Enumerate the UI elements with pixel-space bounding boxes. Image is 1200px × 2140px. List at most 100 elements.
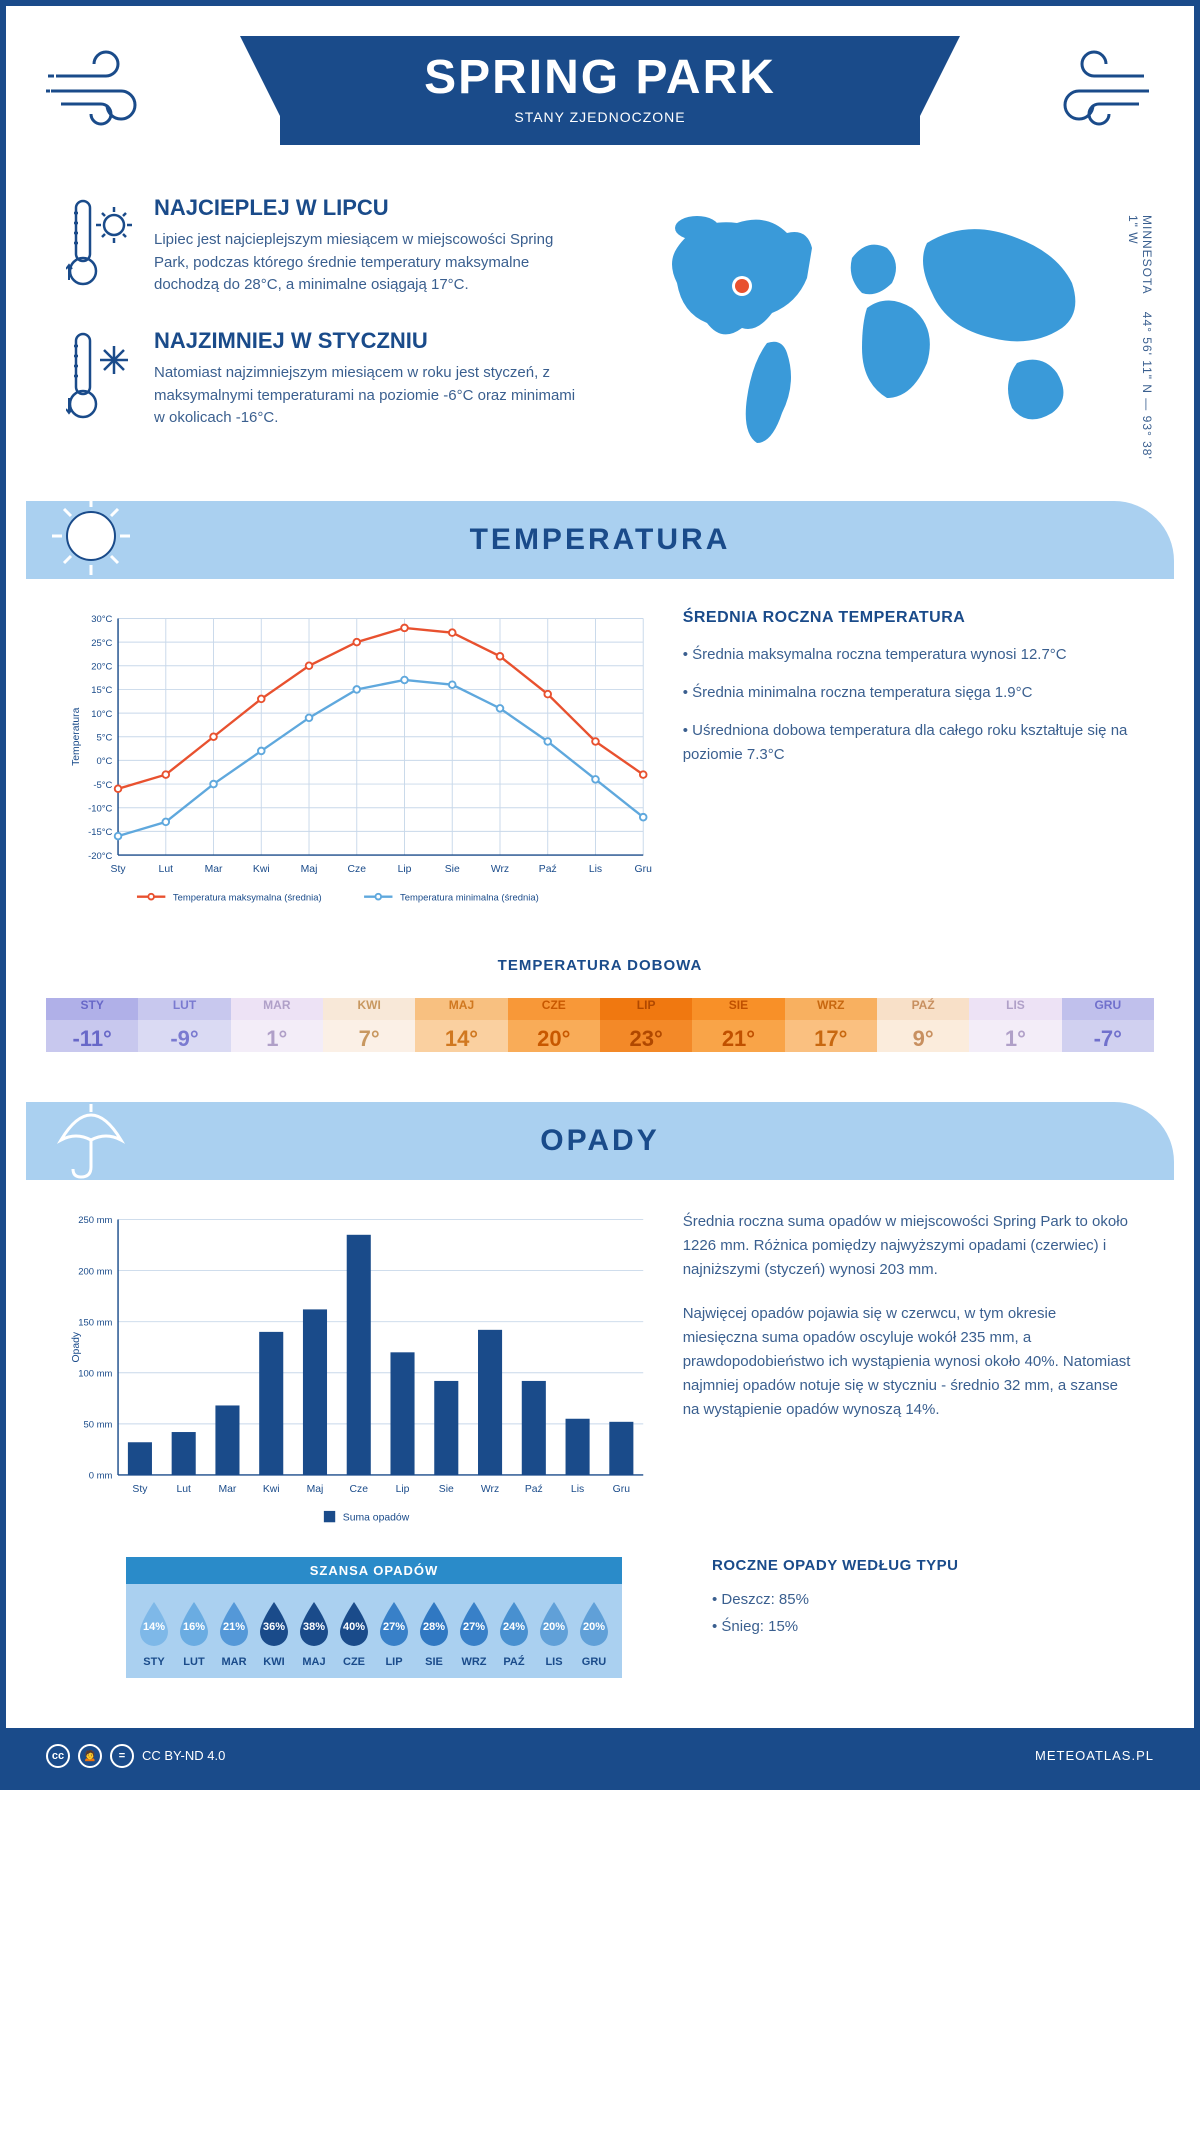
annual-b2: • Średnia minimalna roczna temperatura s… [683, 681, 1134, 705]
cold-title: NAJZIMNIEJ W STYCZNIU [154, 328, 580, 354]
footer: cc 🙍 = CC BY-ND 4.0 METEOATLAS.PL [6, 1728, 1194, 1784]
daily-temp-title: TEMPERATURA DOBOWA [6, 957, 1194, 974]
raindrop-icon: 21% [214, 1600, 254, 1650]
svg-text:Sie: Sie [439, 1484, 454, 1495]
precipitation-info: Średnia roczna suma opadów w miejscowośc… [683, 1210, 1134, 1537]
svg-text:Kwi: Kwi [263, 1484, 280, 1495]
svg-text:30°C: 30°C [91, 614, 112, 625]
svg-text:Cze: Cze [348, 864, 367, 875]
annual-b3: • Uśredniona dobowa temperatura dla całe… [683, 719, 1134, 767]
svg-text:100 mm: 100 mm [78, 1368, 112, 1379]
cold-text: Natomiast najzimniejszym miesiącem w rok… [154, 362, 580, 430]
svg-text:Paź: Paź [525, 1484, 543, 1495]
daily-temp-cell: LUT -9° [138, 988, 230, 1062]
daily-temp-cell: LIS 1° [969, 988, 1061, 1062]
svg-text:-10°C: -10°C [88, 804, 112, 815]
svg-text:Opady: Opady [71, 1331, 82, 1362]
svg-text:Kwi: Kwi [253, 864, 270, 875]
chance-cell: 20% LIS [534, 1600, 574, 1668]
svg-text:20°C: 20°C [91, 662, 112, 673]
type-rain: • Deszcz: 85% [712, 1586, 1074, 1613]
coordinates: MINNESOTA 44° 56' 11" N — 93° 38' 1" W [1126, 215, 1154, 461]
world-map: MINNESOTA 44° 56' 11" N — 93° 38' 1" W [620, 195, 1134, 461]
svg-text:Maj: Maj [301, 864, 318, 875]
svg-text:Temperatura: Temperatura [71, 707, 82, 766]
svg-text:5°C: 5°C [96, 733, 112, 744]
svg-text:-5°C: -5°C [93, 780, 112, 791]
chance-cell: 24% PAŹ [494, 1600, 534, 1668]
svg-text:150 mm: 150 mm [78, 1317, 112, 1328]
daily-temp-cell: SIE 21° [692, 988, 784, 1062]
hot-text: Lipiec jest najcieplejszym miesiącem w m… [154, 229, 580, 297]
svg-text:Wrz: Wrz [491, 864, 509, 875]
annual-b1: • Średnia maksymalna roczna temperatura … [683, 643, 1134, 667]
svg-text:250 mm: 250 mm [78, 1215, 112, 1226]
annual-temp-info: ŚREDNIA ROCZNA TEMPERATURA • Średnia mak… [683, 609, 1134, 917]
precip-p1: Średnia roczna suma opadów w miejscowośc… [683, 1210, 1134, 1282]
daily-temp-cell: PAŹ 9° [877, 988, 969, 1062]
raindrop-icon: 24% [494, 1600, 534, 1650]
chance-cell: 20% GRU [574, 1600, 614, 1668]
precip-p2: Najwięcej opadów pojawia się w czerwcu, … [683, 1302, 1134, 1422]
license: cc 🙍 = CC BY-ND 4.0 [46, 1744, 225, 1768]
daily-temp-cell: WRZ 17° [785, 988, 877, 1062]
svg-text:Paź: Paź [539, 864, 557, 875]
svg-text:Sty: Sty [111, 864, 127, 875]
location-title: SPRING PARK [310, 50, 890, 105]
raindrop-icon: 38% [294, 1600, 334, 1650]
chance-cell: 36% KWI [254, 1600, 294, 1668]
svg-text:Temperatura minimalna (średnia: Temperatura minimalna (średnia) [400, 892, 539, 903]
raindrop-icon: 28% [414, 1600, 454, 1650]
chance-cell: 28% SIE [414, 1600, 454, 1668]
header: SPRING PARK STANY ZJEDNOCZONE [6, 6, 1194, 165]
raindrop-icon: 14% [134, 1600, 174, 1650]
temperature-title: TEMPERATURA [470, 523, 731, 556]
wind-icon-left [46, 46, 156, 126]
chance-cell: 27% WRZ [454, 1600, 494, 1668]
raindrop-icon: 40% [334, 1600, 374, 1650]
svg-text:Sie: Sie [445, 864, 460, 875]
svg-text:0°C: 0°C [96, 756, 112, 767]
location-subtitle: STANY ZJEDNOCZONE [310, 109, 890, 125]
svg-text:Suma opadów: Suma opadów [343, 1512, 410, 1523]
chance-cell: 40% CZE [334, 1600, 374, 1668]
chance-cell: 38% MAJ [294, 1600, 334, 1668]
daily-temp-cell: CZE 20° [508, 988, 600, 1062]
precipitation-section-header: OPADY [26, 1102, 1174, 1180]
thermometer-cold-icon [66, 328, 136, 433]
daily-temp-table: STY -11° LUT -9° MAR 1° KWI 7° MAJ 14° C… [46, 988, 1154, 1062]
svg-text:Maj: Maj [307, 1484, 324, 1495]
hot-title: NAJCIEPLEJ W LIPCU [154, 195, 580, 221]
svg-text:Lis: Lis [589, 864, 602, 875]
wind-icon-right [1044, 46, 1154, 126]
raindrop-icon: 27% [454, 1600, 494, 1650]
chance-cell: 16% LUT [174, 1600, 214, 1668]
chance-cell: 21% MAR [214, 1600, 254, 1668]
raindrop-icon: 36% [254, 1600, 294, 1650]
svg-text:0 mm: 0 mm [89, 1471, 113, 1482]
svg-text:Lis: Lis [571, 1484, 584, 1495]
raindrop-icon: 27% [374, 1600, 414, 1650]
chance-cell: 27% LIP [374, 1600, 414, 1668]
svg-text:Sty: Sty [132, 1484, 148, 1495]
cc-icon: cc [46, 1744, 70, 1768]
type-snow: • Śnieg: 15% [712, 1613, 1074, 1640]
svg-text:50 mm: 50 mm [83, 1419, 112, 1430]
svg-text:Temperatura maksymalna (średni: Temperatura maksymalna (średnia) [173, 892, 322, 903]
daily-temp-cell: MAJ 14° [415, 988, 507, 1062]
daily-temp-cell: GRU -7° [1062, 988, 1154, 1062]
site-name: METEOATLAS.PL [1035, 1748, 1154, 1763]
annual-title: ŚREDNIA ROCZNA TEMPERATURA [683, 609, 1134, 627]
svg-text:25°C: 25°C [91, 638, 112, 649]
precipitation-type: ROCZNE OPADY WEDŁUG TYPU • Deszcz: 85% •… [712, 1557, 1134, 1670]
raindrop-icon: 20% [574, 1600, 614, 1650]
chance-cell: 14% STY [134, 1600, 174, 1668]
umbrella-icon [46, 1092, 136, 1182]
svg-text:-20°C: -20°C [88, 851, 112, 862]
precipitation-bar-chart: 0 mm50 mm100 mm150 mm200 mm250 mmStyLutM… [66, 1210, 653, 1537]
daily-temp-cell: KWI 7° [323, 988, 415, 1062]
hot-block: NAJCIEPLEJ W LIPCU Lipiec jest najcieple… [66, 195, 580, 300]
svg-text:-15°C: -15°C [88, 827, 112, 838]
sun-icon [46, 491, 136, 581]
summary-row: NAJCIEPLEJ W LIPCU Lipiec jest najcieple… [6, 165, 1194, 501]
